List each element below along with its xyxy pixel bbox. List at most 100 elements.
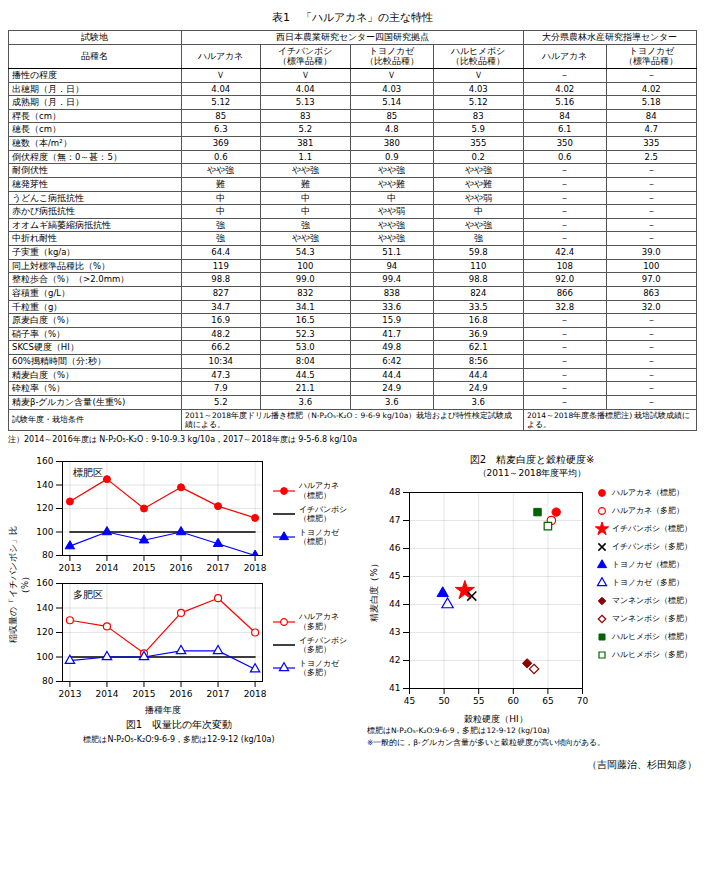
svg-text:45: 45 [389,572,400,582]
html-text:図2 精麦白度と穀粒硬度※: 図2 精麦白度と穀粒硬度※ [469,454,595,466]
html-text:稲収量の「イチバンボシ」比 （%）: 稲収量の「イチバンボシ」比 （%） [8,525,30,643]
html-text:85: 85 [386,110,398,121]
html-text:（吉岡藤治、杉田知彦）: （吉岡藤治、杉田知彦） [587,759,697,771]
svg-text:65: 65 [542,696,553,706]
svg-text:多肥区: 多肥区 [73,589,103,600]
svg-text:140: 140 [36,603,53,613]
html-text:ハルアカネ （多肥）: ハルアカネ （多肥） [299,612,339,632]
html-text:5.2: 5.2 [298,124,313,135]
html-text:83: 83 [299,110,311,121]
svg-text:2016: 2016 [170,563,193,573]
html-text:耐倒伏性: 耐倒伏性 [12,165,48,176]
html-text:4.04: 4.04 [295,83,315,94]
svg-text:80: 80 [42,551,54,561]
html-text:6.1: 6.1 [558,124,572,135]
svg-text:160: 160 [36,457,53,467]
html-text:倒伏程度（無：0～甚：5）: 倒伏程度（無：0～甚：5） [12,151,122,162]
svg-text:44: 44 [389,600,401,610]
svg-text:2016: 2016 [170,689,193,699]
html-text:2.5: 2.5 [644,151,658,162]
svg-text:2018: 2018 [244,689,267,699]
html-text:図1 収量比の年次変動: 図1 収量比の年次変動 [125,719,233,731]
html-text:6.3: 6.3 [214,124,228,135]
svg-text:50: 50 [438,696,450,706]
svg-text:2017: 2017 [207,689,230,699]
svg-text:43: 43 [389,628,400,638]
html-text:やや強: やや強 [207,165,235,176]
html-text:4.03: 4.03 [468,83,488,94]
html-text:イチバンボシ （多肥）: イチバンボシ （多肥） [299,635,347,655]
html-text:4.7: 4.7 [644,124,658,135]
html-text:4.02: 4.02 [641,83,661,94]
svg-text:標肥区: 標肥区 [73,467,103,478]
html-text:ハルヒメボシ （比較品種）: ハルヒメボシ （比較品種） [451,45,506,67]
html-text:4.04: 4.04 [211,83,231,94]
html-text:トヨノカゼ （標肥）: トヨノカゼ （標肥） [299,527,339,547]
html-text:1.1: 1.1 [298,151,313,162]
html-text:トヨノカゼ （多肥）: トヨノカゼ （多肥） [299,658,339,678]
html-text:5.12: 5.12 [468,97,488,108]
svg-text:80: 80 [42,677,54,687]
svg-text:精麦白度（%）: 精麦白度（%） [369,559,379,622]
svg-text:播種年度: 播種年度 [145,705,181,715]
svg-text:70: 70 [577,696,589,706]
svg-text:41: 41 [389,684,400,694]
html-text:0.6: 0.6 [214,151,228,162]
html-text:4.02: 4.02 [555,83,575,94]
svg-text:120: 120 [36,504,53,514]
html-text:5.9: 5.9 [471,124,485,135]
html-text:4.03: 4.03 [382,83,402,94]
html-text:表1 「ハルアカネ」の主な特性: 表1 「ハルアカネ」の主な特性 [272,11,433,24]
svg-text:2014: 2014 [95,689,118,699]
svg-text:120: 120 [36,628,53,638]
svg-text:2015: 2015 [133,689,156,699]
svg-text:45: 45 [404,696,415,706]
svg-text:100: 100 [36,652,53,662]
html-text:ハルアカネ （標肥）: ハルアカネ （標肥） [299,481,339,501]
svg-text:55: 55 [473,696,484,706]
html-text:5.12: 5.12 [211,97,231,108]
svg-text:2013: 2013 [58,689,81,699]
html-text:トヨノカゼ （標準品種）: トヨノカゼ （標準品種） [624,45,679,67]
html-text:出穂期（月．日）: 出穂期（月．日） [12,83,84,94]
svg-text:47: 47 [389,516,400,526]
html-text:播性の程度: 播性の程度 [12,69,57,80]
svg-text:2018: 2018 [244,563,267,573]
svg-text:2014: 2014 [95,563,118,573]
html-text:5.13: 5.13 [295,97,315,108]
svg-text:2017: 2017 [207,563,230,573]
html-text:イチバンボシ （標準品種）: イチバンボシ （標準品種） [278,45,333,67]
html-text:83: 83 [472,110,484,121]
html-text:2011～2018年度ドリル播き標肥（N-P₂O₅-K₂O：: 2011～2018年度ドリル播き標肥（N-P₂O₅-K₂O：9-6-9 kg/1… [185,410,513,429]
html-text:0.6: 0.6 [558,151,572,162]
html-text:稈長（cm）: 稈長（cm） [12,110,61,121]
html-text:0.9: 0.9 [385,151,399,162]
svg-text:48: 48 [389,488,401,498]
html-text:トヨノカゼ （比較品種）: トヨノカゼ （比較品種） [364,45,419,67]
html-text:5.14: 5.14 [382,97,402,108]
svg-text:140: 140 [36,480,53,490]
html-text:5.18: 5.18 [641,97,661,108]
html-text:0.2: 0.2 [471,151,485,162]
html-text:成熟期（月．日）: 成熟期（月．日） [12,97,84,108]
html-text:やや強: やや強 [291,165,319,176]
html-text:5.16: 5.16 [555,97,575,108]
svg-text:2015: 2015 [133,563,156,573]
html-text:2014～2018年度条播標肥注) 栽培試験成績による。: 2014～2018年度条播標肥注) 栽培試験成績による。 [527,410,691,429]
svg-text:100: 100 [36,527,53,537]
html-text:84: 84 [645,110,657,121]
html-text:穂長（cm）: 穂長（cm） [12,124,61,135]
html-text:ハルアカネ: ハルアカネ [542,50,588,61]
svg-text:2013: 2013 [58,563,81,573]
html-text:ハルアカネ: ハルアカネ [198,50,244,61]
html-text:84: 84 [559,110,571,121]
svg-text:46: 46 [389,544,401,554]
html-text:イチバンボシ （標肥）: イチバンボシ （標肥） [299,504,347,524]
svg-text:穀粒硬度（HI）: 穀粒硬度（HI） [464,714,527,724]
svg-text:42: 42 [389,656,400,666]
svg-text:160: 160 [36,579,53,589]
html-text:4.8: 4.8 [385,124,399,135]
html-text:85: 85 [215,110,227,121]
html-text:品種名: 品種名 [81,50,109,61]
svg-text:60: 60 [508,696,520,706]
